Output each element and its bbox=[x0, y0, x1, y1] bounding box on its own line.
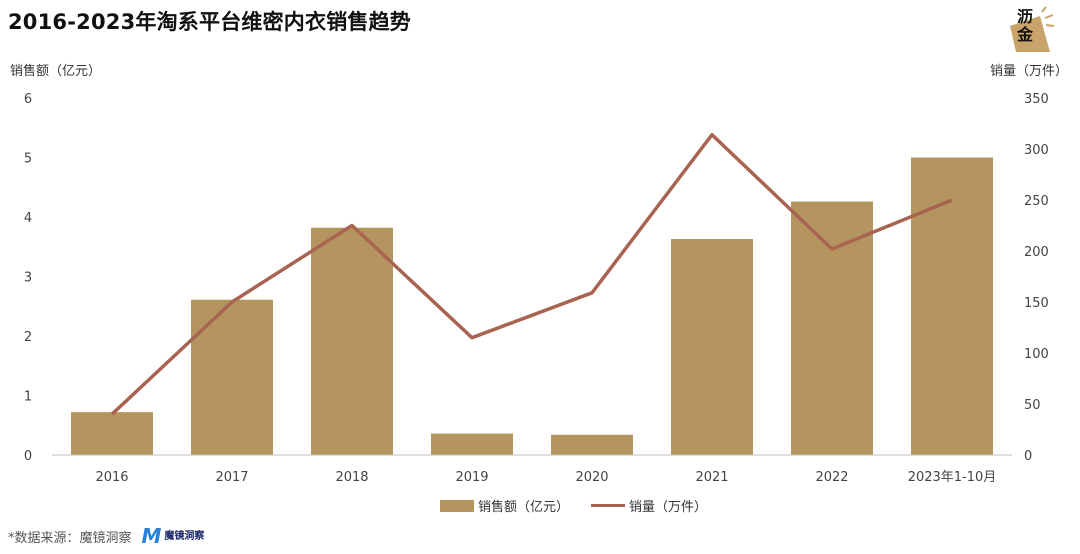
bar-2023年1-10月 bbox=[911, 157, 993, 455]
right-tick-label: 0 bbox=[1024, 449, 1032, 464]
right-axis-title: 销量（万件） bbox=[989, 64, 1068, 79]
right-tick-label: 250 bbox=[1024, 194, 1049, 209]
logo-shape-icon bbox=[1010, 6, 1055, 52]
x-tick-label: 2020 bbox=[575, 470, 608, 485]
x-tick-label: 2017 bbox=[215, 470, 248, 485]
data-source: *数据来源：魔镜洞察 M 魔镜洞察 bbox=[8, 524, 204, 548]
chart-title: 2016-2023年淘系平台维密内衣销售趋势 bbox=[8, 10, 412, 34]
brand-name: 魔镜洞察 bbox=[164, 530, 205, 542]
bar-2019 bbox=[431, 433, 513, 455]
left-axis-title: 销售额（亿元） bbox=[10, 64, 102, 79]
x-tick-label: 2016 bbox=[95, 470, 128, 485]
right-tick-label: 50 bbox=[1024, 398, 1041, 413]
left-tick-label: 0 bbox=[24, 449, 32, 464]
legend-item-sales: 销售额（亿元） bbox=[440, 496, 569, 515]
bar-2018 bbox=[311, 227, 393, 455]
bar-2022 bbox=[791, 201, 873, 455]
x-tick-label: 2022 bbox=[815, 470, 848, 485]
legend: 销售额（亿元） 销量（万件） bbox=[440, 496, 729, 515]
legend-line-swatch bbox=[591, 504, 626, 507]
left-tick-label: 3 bbox=[24, 271, 32, 286]
brand-mark: M bbox=[141, 524, 162, 548]
left-axis-ticks: 0 1 2 3 4 5 6 bbox=[24, 92, 32, 464]
left-tick-label: 4 bbox=[24, 211, 32, 226]
right-tick-label: 300 bbox=[1024, 143, 1049, 158]
x-axis-ticks: 2016 2017 2018 2019 2020 2021 2022 2023年1-10月 bbox=[95, 470, 996, 485]
bar-2021 bbox=[671, 239, 753, 455]
source-label: *数据来源：魔镜洞察 bbox=[8, 530, 132, 546]
left-tick-label: 5 bbox=[24, 152, 32, 167]
right-tick-label: 150 bbox=[1024, 296, 1049, 311]
bar-2016 bbox=[71, 412, 153, 455]
bar-2017 bbox=[191, 299, 273, 455]
logo-text: 沥金 bbox=[1016, 7, 1033, 44]
right-tick-label: 350 bbox=[1024, 92, 1049, 107]
bar-2020 bbox=[551, 434, 633, 455]
x-tick-label: 2019 bbox=[455, 470, 488, 485]
x-tick-label: 2021 bbox=[695, 470, 728, 485]
x-tick-label: 2023年1-10月 bbox=[908, 470, 997, 485]
legend-label-volume: 销量（万件） bbox=[629, 500, 708, 515]
right-tick-label: 200 bbox=[1024, 245, 1049, 260]
brand-logo: M 魔镜洞察 bbox=[142, 524, 205, 548]
right-tick-label: 100 bbox=[1024, 347, 1049, 362]
bar-series bbox=[71, 157, 993, 455]
legend-item-volume: 销量（万件） bbox=[591, 496, 707, 515]
left-tick-label: 2 bbox=[24, 330, 32, 345]
legend-bar-swatch bbox=[440, 499, 474, 512]
left-tick-label: 6 bbox=[24, 92, 32, 107]
lijin-logo: 沥金 bbox=[1006, 6, 1056, 54]
line-series bbox=[110, 132, 953, 416]
left-tick-label: 1 bbox=[24, 390, 32, 405]
legend-label-sales: 销售额（亿元） bbox=[478, 500, 570, 515]
right-axis-ticks: 0 50 100 150 200 250 300 350 bbox=[1024, 92, 1049, 464]
x-tick-label: 2018 bbox=[335, 470, 368, 485]
